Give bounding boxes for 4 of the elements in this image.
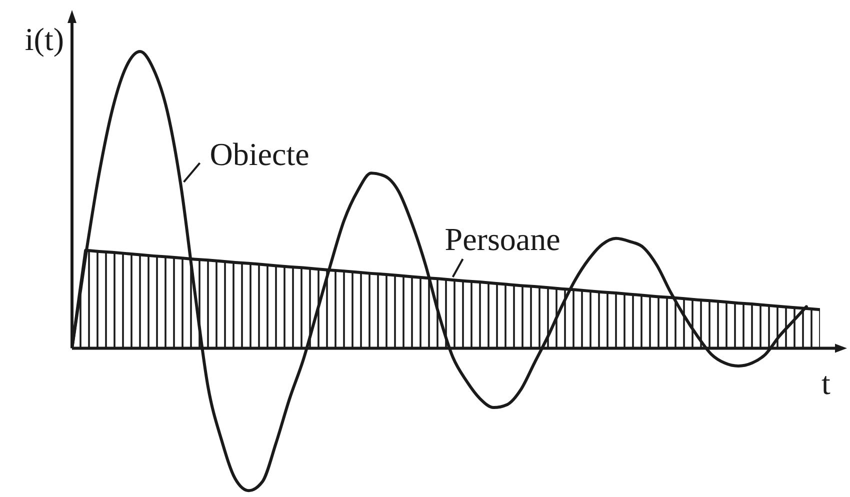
series-label: Persoane [444,220,560,257]
y-axis-title: i(t) [24,21,64,57]
x-axis-title: t [822,365,831,402]
legend-label: Obiecte [210,136,310,172]
